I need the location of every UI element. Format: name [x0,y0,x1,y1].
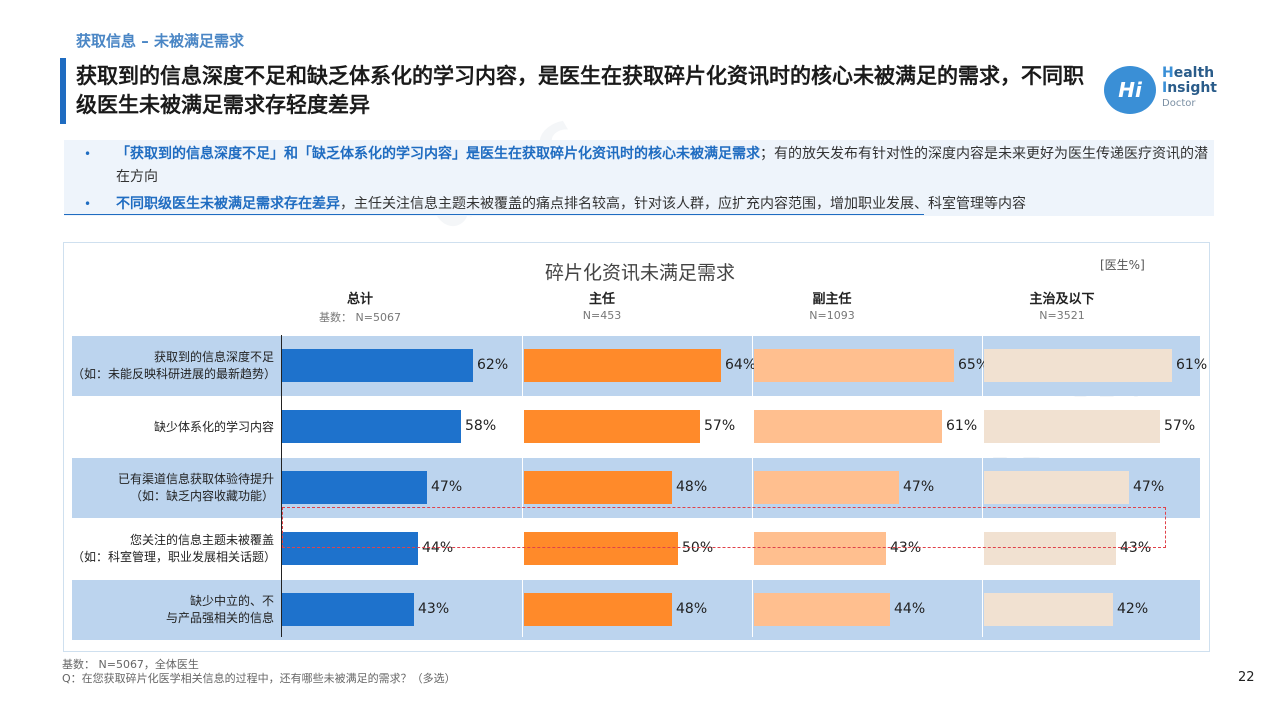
title-accent-bar [60,58,66,124]
category-label: 获取到的信息深度不足 （如：未能反映科研进展的最新趋势） [72,349,277,383]
series-header: 主治及以下 [1029,292,1095,307]
logo-word-rest: ealth [1173,65,1215,81]
bullet-dot: • [84,147,92,161]
data-label: 42% [1117,601,1149,617]
data-label: 61% [946,418,978,434]
bar [282,410,461,443]
data-label: 44% [422,540,454,556]
category-label: 您关注的信息主题未被覆盖 （如：科室管理，职业发展相关话题） [72,532,277,566]
finding-text: 不同职级医生未被满足需求存在差异，主任关注信息主题未被覆盖的痛点排名较高，针对该… [116,193,1216,216]
data-label: 50% [682,540,714,556]
key-findings: • 「获取到的信息深度不足」和「缺乏体系化的学习内容」是医生在获取碎片化资讯时的… [64,140,1214,216]
finding-text: 「获取到的信息深度不足」和「缺乏体系化的学习内容」是医生在获取碎片化资讯时的核心… [116,143,1216,189]
data-label: 44% [894,601,926,617]
page-number: 22 [1238,670,1255,685]
data-label: 57% [1164,418,1196,434]
series-base: N=1093 [809,309,855,322]
footnote-question: Q：在您获取碎片化医学相关信息的过程中，还有哪些未被满足的需求？（多选） [62,672,456,685]
series-base: N=453 [582,309,622,322]
data-label: 47% [903,479,935,495]
data-label: 64% [725,357,757,373]
bar [754,532,886,565]
bar [984,532,1116,565]
bar [524,349,721,382]
data-label: 58% [465,418,497,434]
bar [984,410,1160,443]
bar [524,410,700,443]
series-base: 基数： N=5067 [319,311,401,324]
page-title: 获取到的信息深度不足和缺乏体系化的学习内容，是医生在获取碎片化资讯时的核心未被满… [76,64,1084,117]
bar [754,593,890,626]
footnote-base: 基数： N=5067，全体医生 [62,658,199,671]
bar [754,471,899,504]
bar [754,349,954,382]
bar [524,593,672,626]
finding-rest: ；有的放矢发布有针对性的深度内容是未来更好为医生传递医疗资讯的潜在方向 [116,146,1208,185]
data-label: 43% [890,540,922,556]
bar [524,532,678,565]
finding-highlight: 「获取到的信息深度不足」和「缺乏体系化的学习内容」是医生在获取碎片化资讯时的核心… [116,146,760,162]
bar [282,532,418,565]
category-label: 已有渠道信息获取体验待提升 （如：缺乏内容收藏功能） [72,471,274,505]
data-label: 47% [1133,479,1165,495]
finding-highlight: 不同职级医生未被满足需求存在差异 [116,196,340,212]
logo-subtitle: Doctor [1162,98,1196,109]
chart-title: 碎片化资讯未满足需求 [544,262,735,284]
column-separator [752,335,753,637]
category-label-line: 与产品强相关的信息 [165,611,274,625]
data-label: 48% [676,601,708,617]
bar [984,471,1129,504]
highlight-box [282,507,1166,548]
bar [984,349,1172,382]
bar [282,593,414,626]
data-label: 43% [418,601,450,617]
footnote: 基数： N=5067，全体医生 Q：在您获取碎片化医学相关信息的过程中，还有哪些… [62,658,456,686]
logo-badge: Hi [1104,66,1156,114]
logo-letter: I [1162,80,1168,96]
finding-rest: ，主任关注信息主题未被覆盖的痛点排名较高，针对该人群，应扩充内容范围，增加职业发… [340,196,1026,212]
data-label: 62% [477,357,509,373]
findings-underline [64,214,924,215]
category-label-line: 获取到的信息深度不足 [153,350,274,364]
category-label: 缺少体系化的学习内容 [72,419,274,436]
column-separator [982,335,983,637]
chart-frame [63,242,1210,652]
series-header: 总计 [346,292,373,307]
bullet-dot: • [84,197,92,211]
category-label-line: （如：未能反映科研进展的最新趋势） [72,367,277,381]
category-label-line: （如：科室管理，职业发展相关话题） [72,550,277,564]
category-label-line: 缺少体系化的学习内容 [153,419,274,434]
logo-wordmark: Health Insight Doctor [1162,66,1217,111]
bar [282,349,473,382]
data-label: 65% [958,357,990,373]
logo-word-rest: nsight [1167,80,1217,96]
data-label: 48% [676,479,708,495]
category-label-line: 您关注的信息主题未被覆盖 [129,533,274,547]
category-label-line: 缺少中立的、不 [189,594,274,608]
logo-letter: H [1162,65,1174,81]
health-insight-logo: Hi Health Insight Doctor [1104,62,1234,118]
category-label: 缺少中立的、不与产品强相关的信息 [72,593,274,627]
series-header: 主任 [588,292,615,307]
y-axis-line [281,335,282,637]
bar [984,593,1113,626]
data-label: 57% [704,418,736,434]
category-label-line: （如：缺乏内容收藏功能） [129,489,274,503]
series-header: 副主任 [812,292,852,307]
bar [282,471,427,504]
column-separator [522,335,523,637]
data-label: 61% [1176,357,1208,373]
section-tag: 获取信息 – 未被满足需求 [76,32,244,50]
bar [754,410,942,443]
data-label: 47% [431,479,463,495]
series-base: N=3521 [1039,309,1085,322]
category-label-line: 已有渠道信息获取体验待提升 [117,472,274,486]
bar [524,471,672,504]
chart-unit: [医生%] [1100,258,1145,272]
data-label: 43% [1120,540,1152,556]
